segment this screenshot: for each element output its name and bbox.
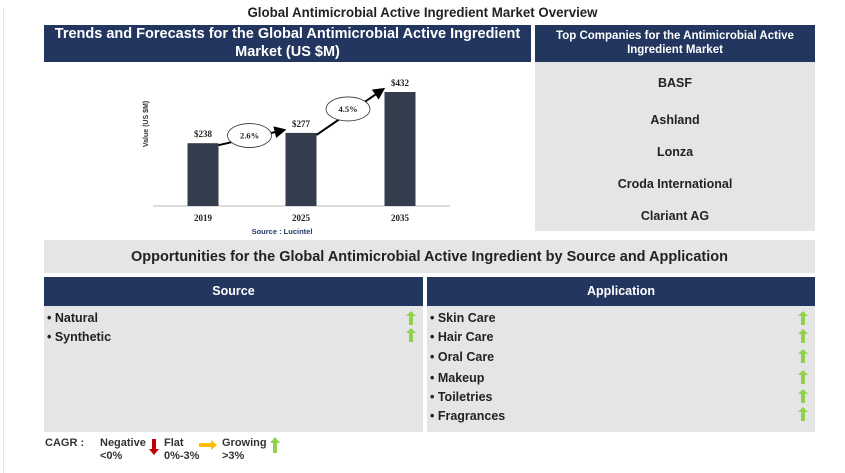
arrow-up-icon (798, 407, 808, 421)
company-item: Clariant AG (640, 209, 710, 223)
data-label: $277 (292, 119, 311, 129)
application-item: • Fragrances (430, 409, 506, 423)
bar-2035 (384, 92, 416, 206)
legend-growing-name: Growing (222, 437, 267, 449)
application-item: • Skin Care (430, 311, 496, 325)
legend-negative: Negative <0% (100, 437, 146, 463)
trends-header: Trends and Forecasts for the Global Anti… (44, 25, 531, 62)
y-axis-label: Value (US $M) (143, 101, 150, 147)
market-chart: Value (US $M) $238 2019 $277 2025 $432 2035 2.… (130, 62, 460, 240)
x-tick-label: 2035 (391, 213, 410, 223)
legend-flat: Flat 0%-3% (164, 437, 199, 463)
arrow-up-icon (406, 311, 416, 325)
bar-chart-svg: Value (US $M) $238 2019 $277 2025 $432 2035 2.… (143, 78, 450, 236)
arrow-up-icon (798, 311, 808, 325)
legend-flat-name: Flat (164, 437, 184, 449)
source-panel: • Natural • Synthetic (44, 306, 423, 432)
application-item: • Hair Care (430, 330, 494, 344)
arrow-up-icon (798, 349, 808, 363)
application-item: • Toiletries (430, 390, 493, 404)
cagr-ellipse (227, 123, 272, 148)
source-item: • Natural (47, 311, 98, 325)
frame-border (3, 8, 4, 473)
bar-2025 (285, 132, 317, 206)
cagr-label: 4.5% (338, 104, 357, 114)
arrow-up-icon (406, 328, 416, 342)
x-tick-label: 2019 (194, 213, 213, 223)
company-item: Ashland (650, 113, 700, 127)
page-title: Global Antimicrobial Active Ingredient M… (247, 4, 598, 20)
legend-label: CAGR : (45, 437, 85, 449)
arrow-up-icon (798, 329, 808, 343)
application-item: • Makeup (430, 371, 485, 385)
opportunities-title: Opportunities for the Global Antimicrobi… (44, 240, 815, 273)
companies-panel: BASF Ashland Lonza Croda International C… (535, 62, 815, 231)
application-panel: • Skin Care • Hair Care • Oral Care • Ma… (427, 306, 815, 432)
legend-flat-range: 0%-3% (164, 450, 200, 462)
application-header: Application (427, 277, 815, 306)
legend-growing-range: >3% (222, 450, 245, 462)
data-label: $432 (391, 78, 410, 88)
company-item: BASF (657, 76, 693, 90)
legend-negative-name: Negative (100, 437, 146, 449)
source-header: Source (44, 277, 423, 306)
legend-growing: Growing >3% (222, 437, 267, 463)
arrow-up-icon (798, 389, 808, 403)
source-item: • Synthetic (47, 330, 112, 344)
company-item: Lonza (656, 145, 694, 159)
arrow-down-icon (149, 439, 159, 455)
legend-negative-range: <0% (100, 450, 123, 462)
company-item: Croda International (617, 177, 733, 191)
arrow-right-icon (199, 440, 217, 450)
application-item: • Oral Care (430, 350, 495, 364)
arrow-up-icon (798, 370, 808, 384)
arrow-up-icon (270, 437, 280, 453)
companies-header: Top Companies for the Antimicrobial Acti… (535, 25, 815, 62)
x-tick-label: 2025 (292, 213, 311, 223)
cagr-label: 2.6% (240, 131, 259, 141)
cagr-ellipse (325, 96, 371, 122)
data-label: $238 (194, 129, 213, 139)
chart-source: Source : Lucintel (252, 227, 313, 236)
bar-2019 (187, 143, 219, 206)
